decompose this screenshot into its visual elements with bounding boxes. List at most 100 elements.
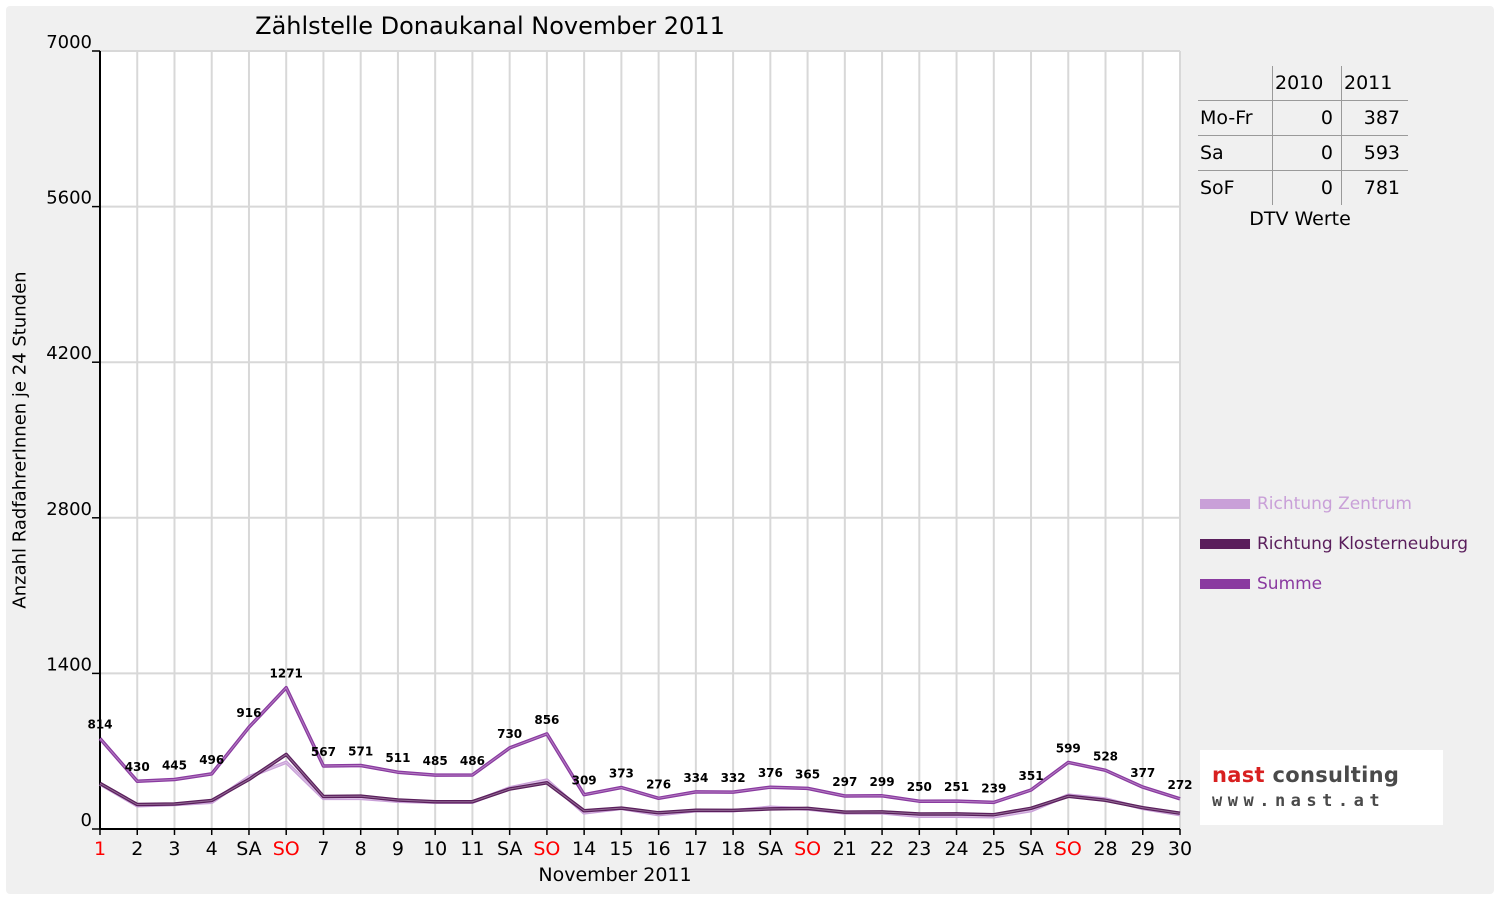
x-tick-label: 2 (131, 838, 143, 860)
data-label: 251 (944, 780, 969, 794)
x-tick-label: 17 (684, 838, 708, 860)
data-label: 486 (460, 754, 485, 768)
data-label: 276 (646, 777, 671, 791)
x-tick-label: 3 (168, 838, 180, 860)
dtv-table: 2010 2011 Mo-Fr 0 387 Sa 0 593 SoF 0 781 (1198, 66, 1408, 205)
data-label: 377 (1130, 766, 1155, 780)
y-tick-label: 5600 (46, 188, 92, 209)
legend-label: Summe (1257, 574, 1323, 594)
data-label: 239 (981, 781, 1006, 795)
data-label: 309 (572, 774, 597, 788)
data-label: 1271 (270, 667, 303, 681)
x-tick-label: SA (758, 838, 783, 860)
series-line-highlight (99, 753, 1181, 816)
series-line-highlight (99, 686, 1181, 803)
x-tick-label: SO (533, 838, 560, 860)
legend-swatch (1200, 499, 1250, 509)
logo-name-part1: nast (1212, 763, 1265, 787)
data-label: 365 (795, 767, 820, 781)
x-tick-label: 11 (460, 838, 484, 860)
data-label: 351 (1019, 769, 1044, 783)
dtv-row-sa: Sa 0 593 (1198, 135, 1408, 171)
x-tick-label: 18 (721, 838, 745, 860)
x-tick-label: SO (273, 838, 300, 860)
nast-consulting-logo: nast consulting www.nast.at (1200, 750, 1443, 825)
logo-name: nast consulting (1212, 763, 1399, 787)
x-tick-label: SA (497, 838, 522, 860)
x-axis-label: November 2011 (538, 864, 692, 886)
x-tick-label: 15 (609, 838, 633, 860)
x-tick-label: 21 (833, 838, 857, 860)
x-tick-label: 23 (907, 838, 931, 860)
data-label: 373 (609, 767, 634, 781)
x-tick-label: 22 (870, 838, 894, 860)
dtv-header-2010: 2010 (1272, 66, 1342, 101)
x-tick-label: 16 (647, 838, 671, 860)
dtv-value-2011: 387 (1341, 100, 1408, 136)
data-label: 297 (832, 775, 857, 789)
dtv-value-2010: 0 (1272, 170, 1342, 205)
x-tick-label: 4 (206, 838, 218, 860)
x-tick-label: 25 (982, 838, 1006, 860)
x-tick-label: SA (1018, 838, 1043, 860)
legend-item-summe: Summe (1200, 574, 1322, 594)
data-label: 511 (385, 751, 410, 765)
x-tick-label: 1 (94, 838, 106, 860)
legend-swatch (1200, 579, 1250, 589)
data-label: 599 (1056, 741, 1081, 755)
dtv-value-2011: 593 (1341, 135, 1408, 171)
dtv-row-label: Mo-Fr (1198, 100, 1273, 136)
data-label: 496 (199, 753, 224, 767)
x-tick-label: 9 (392, 838, 404, 860)
data-label: 567 (311, 745, 336, 759)
x-tick-label: 14 (572, 838, 596, 860)
x-tick-label: 29 (1131, 838, 1155, 860)
y-axis-label: Anzahl RadfahrerInnen je 24 Stunden (9, 271, 31, 609)
y-tick-label: 4200 (46, 343, 92, 364)
x-tick-label: 24 (944, 838, 968, 860)
x-tick-label: SO (1055, 838, 1082, 860)
dtv-value-2010: 0 (1272, 135, 1342, 171)
x-tick-label: 30 (1168, 838, 1192, 860)
legend-item-richtung-zentrum: Richtung Zentrum (1200, 494, 1412, 514)
legend-label: Richtung Zentrum (1257, 494, 1412, 514)
logo-url: www.nast.at (1212, 791, 1386, 811)
dtv-row-mofr: Mo-Fr 0 387 (1198, 100, 1408, 136)
dtv-value-2011: 781 (1363, 177, 1400, 199)
dtv-header-empty (1198, 66, 1273, 101)
data-label: 376 (758, 766, 783, 780)
dtv-value-2010: 0 (1272, 100, 1342, 136)
data-label: 272 (1167, 778, 1192, 792)
data-label: 299 (870, 775, 895, 789)
data-label: 250 (907, 780, 932, 794)
x-tick-label: 10 (423, 838, 447, 860)
dtv-header-2011: 2011 (1341, 66, 1408, 101)
dtv-caption: DTV Werte (1249, 208, 1351, 230)
legend-label: Richtung Klosterneuburg (1257, 534, 1469, 554)
data-label: 571 (348, 745, 373, 759)
data-label: 332 (721, 771, 746, 785)
x-tick-label: 28 (1093, 838, 1117, 860)
y-tick-label: 2800 (46, 499, 92, 520)
data-label: 334 (683, 771, 708, 785)
x-tick-label: 7 (317, 838, 329, 860)
y-tick-label: 7000 (46, 32, 92, 53)
data-label: 485 (423, 754, 448, 768)
x-tick-label: SO (794, 838, 821, 860)
dtv-row-sof: SoF 0 781 (1198, 170, 1408, 205)
y-tick-label: 0 (81, 810, 92, 831)
data-label: 814 (87, 718, 112, 732)
plot-area (100, 51, 1180, 829)
x-tick-label: 8 (355, 838, 367, 860)
y-tick-label: 1400 (46, 654, 92, 675)
data-label: 430 (125, 760, 150, 774)
data-label: 916 (236, 706, 261, 720)
dtv-row-label: SoF (1198, 170, 1273, 205)
series-line-summe (98, 685, 1181, 805)
dtv-row-label: Sa (1198, 135, 1273, 171)
data-label: 528 (1093, 749, 1118, 763)
x-tick-label: SA (236, 838, 261, 860)
legend-swatch (1200, 539, 1250, 549)
dtv-header-row: 2010 2011 (1198, 66, 1408, 101)
